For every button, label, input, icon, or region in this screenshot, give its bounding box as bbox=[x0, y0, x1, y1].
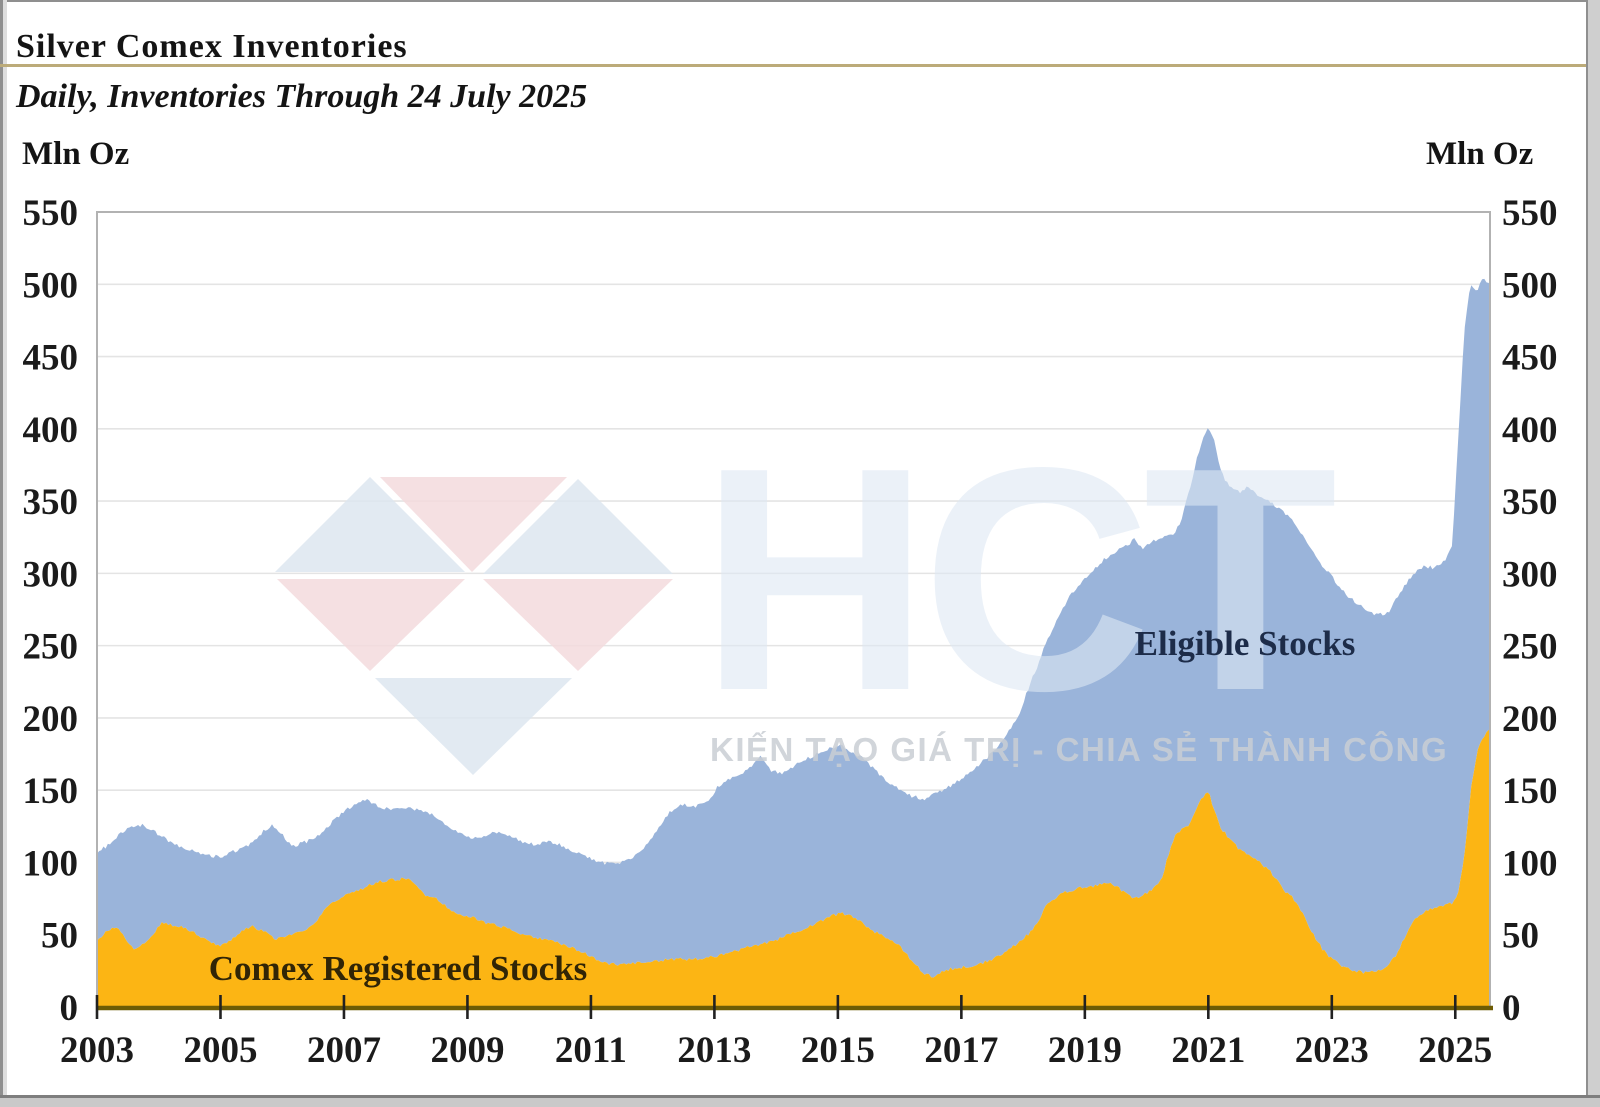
svg-text:150: 150 bbox=[23, 771, 79, 812]
svg-text:100: 100 bbox=[1502, 843, 1558, 884]
svg-text:450: 450 bbox=[1502, 338, 1558, 379]
svg-text:50: 50 bbox=[1502, 916, 1539, 957]
frame-edge-bottom-inner bbox=[0, 1098, 1600, 1107]
axes-and-ticks bbox=[95, 211, 1493, 1019]
svg-text:500: 500 bbox=[23, 265, 79, 306]
svg-text:250: 250 bbox=[23, 627, 79, 668]
svg-text:50: 50 bbox=[41, 916, 78, 957]
svg-text:350: 350 bbox=[1502, 482, 1558, 523]
svg-text:150: 150 bbox=[1502, 771, 1558, 812]
frame-edge-right bbox=[1586, 0, 1588, 1107]
frame-edge-left bbox=[0, 0, 3, 1107]
svg-text:2005: 2005 bbox=[183, 1030, 257, 1071]
y-axis-unit-right: Mln Oz bbox=[1426, 136, 1534, 172]
svg-text:250: 250 bbox=[1502, 627, 1558, 668]
svg-text:400: 400 bbox=[23, 410, 79, 451]
stacked-areas bbox=[97, 278, 1490, 1007]
frame-edge-left-inner bbox=[3, 0, 7, 1107]
frame-edge-bottom bbox=[0, 1095, 1600, 1098]
svg-text:2009: 2009 bbox=[430, 1030, 504, 1071]
title-underline bbox=[0, 64, 1586, 67]
svg-text:500: 500 bbox=[1502, 265, 1558, 306]
svg-text:2013: 2013 bbox=[677, 1030, 751, 1071]
frame-edge-top bbox=[0, 0, 1600, 2]
svg-text:0: 0 bbox=[60, 988, 79, 1029]
frame-edge-right-inner bbox=[1588, 0, 1600, 1107]
svg-text:2015: 2015 bbox=[801, 1030, 875, 1071]
svg-text:550: 550 bbox=[1502, 193, 1558, 234]
svg-text:2003: 2003 bbox=[60, 1030, 134, 1071]
svg-text:100: 100 bbox=[23, 843, 79, 884]
page-title: Silver Comex Inventories bbox=[16, 28, 408, 65]
svg-text:550: 550 bbox=[23, 193, 79, 234]
svg-text:350: 350 bbox=[23, 482, 79, 523]
svg-text:2011: 2011 bbox=[555, 1030, 627, 1071]
svg-text:2023: 2023 bbox=[1295, 1030, 1369, 1071]
svg-text:2007: 2007 bbox=[307, 1030, 381, 1071]
tick-labels: 0 0 50 50 100 100 150 150 200 200 250 250 300 300 350 3… bbox=[23, 193, 1558, 1071]
eligible-stocks-label: Eligible Stocks bbox=[1134, 624, 1356, 663]
svg-text:2019: 2019 bbox=[1048, 1030, 1122, 1071]
svg-text:200: 200 bbox=[1502, 699, 1558, 740]
page-subtitle: Daily, Inventories Through 24 July 2025 bbox=[16, 78, 588, 115]
svg-text:300: 300 bbox=[23, 554, 79, 595]
svg-text:2021: 2021 bbox=[1171, 1030, 1245, 1071]
svg-text:200: 200 bbox=[23, 699, 79, 740]
svg-text:300: 300 bbox=[1502, 554, 1558, 595]
registered-stocks-label: Comex Registered Stocks bbox=[208, 949, 588, 988]
svg-text:450: 450 bbox=[23, 338, 79, 379]
svg-text:2025: 2025 bbox=[1418, 1030, 1492, 1071]
y-axis-unit-left: Mln Oz bbox=[22, 136, 130, 172]
svg-text:0: 0 bbox=[1502, 988, 1521, 1029]
svg-text:2017: 2017 bbox=[924, 1030, 998, 1071]
svg-text:400: 400 bbox=[1502, 410, 1558, 451]
